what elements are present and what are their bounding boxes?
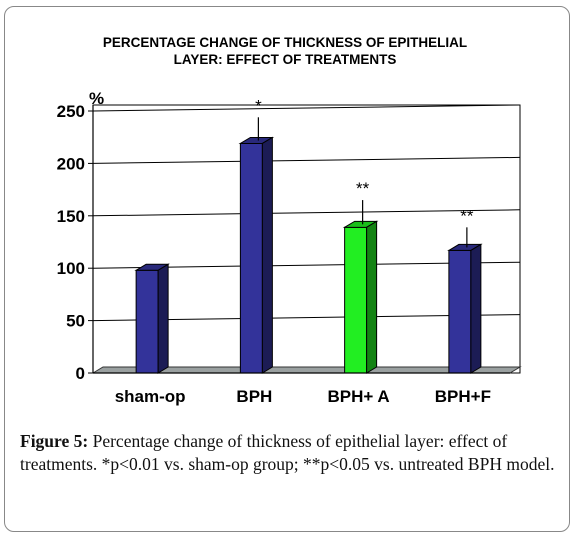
annotation-BPH+ A: ** <box>356 179 370 198</box>
y-tick-label: 100 <box>57 259 85 278</box>
annotation-BPH+F: ** <box>460 206 474 225</box>
gridline <box>92 104 521 112</box>
bar-side-BPH+ A <box>366 220 378 374</box>
bars <box>134 136 483 374</box>
x-axis: sham-op BPH BPH+ A BPH+F <box>93 372 510 406</box>
chart-title-line-1: PERCENTAGE CHANGE OF THICKNESS OF EPITHE… <box>102 35 468 50</box>
x-tick-label: sham-op <box>115 387 186 406</box>
bar-BPH+ A <box>344 226 368 374</box>
bar-side-BPH <box>261 136 273 374</box>
y-tick-label: 150 <box>57 207 85 226</box>
y-tick-label: 50 <box>66 312 85 331</box>
gridline <box>92 156 521 164</box>
x-tick-label: BPH+ A <box>328 387 390 406</box>
chart-title-line-2: LAYER: EFFECT OF TREATMENTS <box>173 52 397 67</box>
bar-side-BPH+F <box>470 243 482 374</box>
gridline <box>92 209 521 217</box>
caption-text: Percentage change of thickness of epithe… <box>20 431 555 474</box>
y-tick-label: 200 <box>57 154 85 173</box>
bar-BPH+F <box>448 249 472 374</box>
figure-frame <box>4 6 570 532</box>
x-tick-label: BPH <box>236 387 272 406</box>
bar-BPH <box>239 142 263 374</box>
chart-title: PERCENTAGE CHANGE OF THICKNESS OF EPITHE… <box>20 34 550 68</box>
x-tick-label: BPH+F <box>435 387 491 406</box>
figure-caption: Figure 5: Percentage change of thickness… <box>20 430 560 476</box>
y-axis: 0 50 100 150 200 250 <box>57 102 94 383</box>
bar-side-sham-op <box>157 263 169 374</box>
y-tick-label: 0 <box>76 364 85 383</box>
annotation-BPH: * <box>255 96 262 115</box>
error-bars <box>257 117 468 248</box>
caption-label: Figure 5: <box>20 431 89 451</box>
y-axis-label: % <box>89 89 104 108</box>
bar-sham-op <box>135 269 159 374</box>
y-tick-label: 250 <box>57 102 85 121</box>
significance-annotations: ***** <box>255 96 474 225</box>
